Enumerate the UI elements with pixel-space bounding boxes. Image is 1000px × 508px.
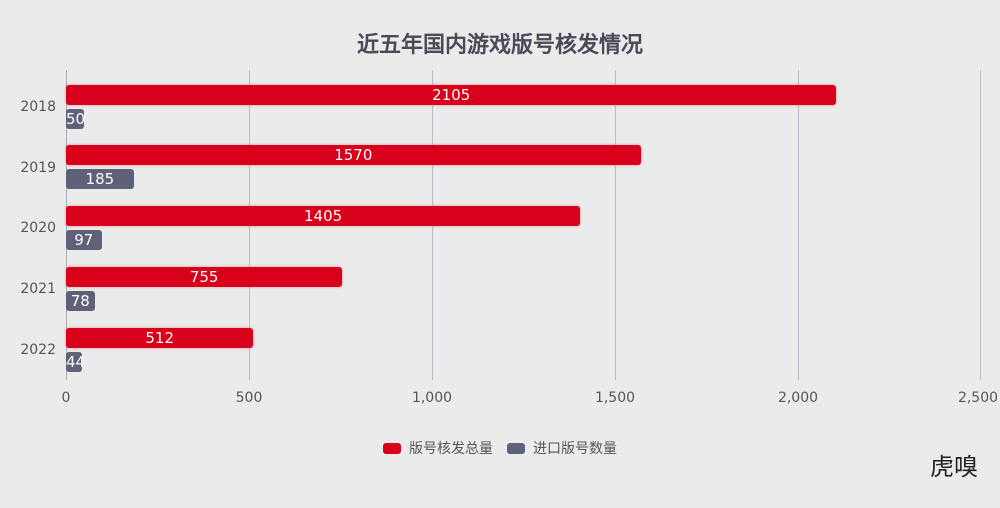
chart-title: 近五年国内游戏版号核发情况	[356, 33, 643, 58]
legend-label: 版号核发总量	[409, 441, 493, 457]
bar-total-2020: 1405	[66, 206, 581, 226]
legend-item-total[interactable]: 版号核发总量	[383, 438, 493, 458]
bar-import-2018: 50	[66, 109, 86, 129]
huxiu-logo: 虎嗅	[930, 453, 978, 481]
legend-swatch-red	[383, 442, 401, 454]
x-tick: 2,500	[957, 390, 999, 406]
y-label: 2019	[20, 160, 56, 176]
bar-total-2021: 755	[66, 267, 343, 287]
x-tick: 1,500	[594, 390, 636, 406]
y-label: 2020	[20, 220, 56, 236]
x-tick: 2,000	[777, 390, 819, 406]
bar-total-2022: 512	[66, 328, 254, 348]
x-tick: 0	[61, 390, 71, 406]
gridline-2500	[980, 70, 981, 380]
legend-item-import[interactable]: 进口版号数量	[507, 438, 617, 458]
gridline-2000	[798, 70, 799, 380]
bar-total-2019: 1570	[66, 145, 641, 165]
bar-import-2022: 44	[66, 352, 86, 372]
x-tick: 500	[235, 390, 263, 406]
legend-swatch-gray	[507, 442, 525, 454]
bar-import-2020: 97	[66, 230, 102, 250]
gridline-1500	[615, 70, 616, 380]
x-tick: 1,000	[411, 390, 453, 406]
bar-import-2021: 78	[66, 291, 95, 311]
legend-label: 进口版号数量	[533, 441, 617, 457]
y-label: 2018	[20, 99, 56, 115]
y-label: 2022	[20, 342, 56, 358]
legend: 版号核发总量 进口版号数量	[0, 438, 1000, 458]
bar-import-2019: 185	[66, 169, 134, 189]
bar-total-2018: 2105	[66, 85, 837, 105]
y-label: 2021	[20, 281, 56, 297]
